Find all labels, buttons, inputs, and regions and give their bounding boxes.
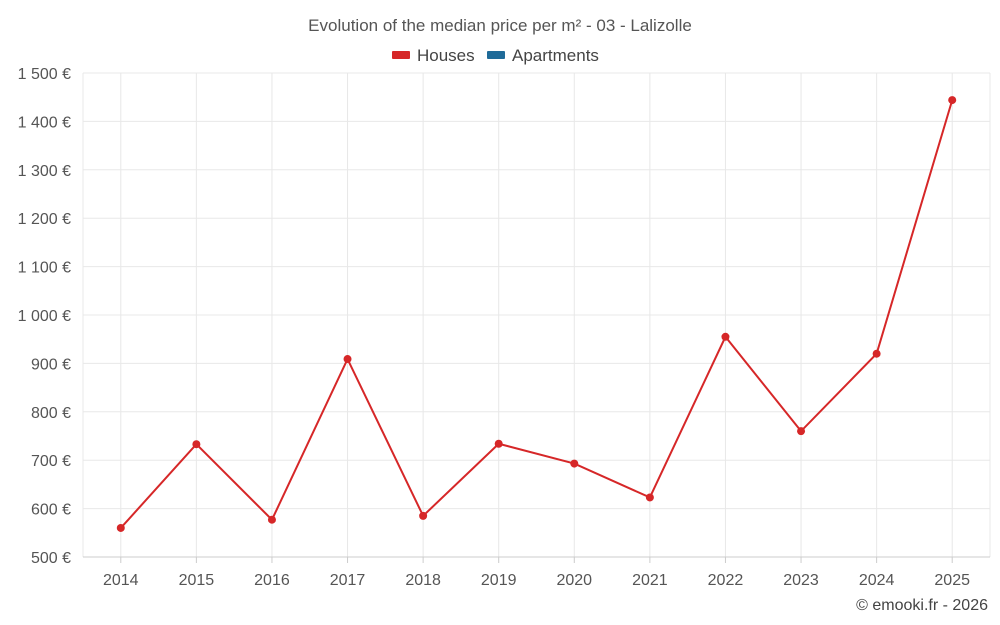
x-tick-label: 2023 (783, 572, 819, 589)
y-tick-label: 1 100 € (18, 260, 71, 277)
x-axis: 2014 2015 2016 2017 2018 2019 2020 2021 2022 2023… (83, 556, 990, 589)
x-tick-label: 2014 (103, 572, 139, 589)
y-tick-label: 500 € (31, 550, 71, 567)
legend: Houses Apartments (392, 46, 599, 65)
legend-label-houses: Houses (417, 46, 475, 65)
x-tick-label: 2022 (708, 572, 744, 589)
x-tick-label: 2016 (254, 572, 290, 589)
series-line-houses (120, 99, 954, 529)
legend-swatch-apartments (487, 51, 505, 59)
x-tick-label: 2024 (859, 572, 895, 589)
series (116, 96, 957, 532)
y-axis: 500 € 600 € 700 € 800 € 900 € 1 000 € 1 100 € 1… (18, 66, 71, 567)
data-point-houses[interactable] (721, 332, 730, 341)
chart-title: Evolution of the median price per m² - 0… (308, 16, 692, 35)
y-tick-label: 800 € (31, 405, 71, 422)
data-point-houses[interactable] (494, 439, 503, 448)
x-tick-label: 2020 (556, 572, 592, 589)
data-point-houses[interactable] (192, 440, 201, 449)
data-point-houses[interactable] (797, 427, 806, 436)
legend-swatch-houses (392, 51, 410, 59)
data-point-houses[interactable] (267, 515, 276, 524)
y-tick-label: 1 500 € (18, 66, 71, 83)
credit-text: © emooki.fr - 2026 (856, 597, 988, 614)
x-tick-label: 2015 (179, 572, 215, 589)
y-tick-label: 1 000 € (18, 308, 71, 325)
data-point-houses[interactable] (645, 493, 654, 502)
legend-item-houses[interactable]: Houses (392, 46, 475, 65)
legend-label-apartments: Apartments (512, 46, 599, 65)
data-point-houses[interactable] (116, 523, 125, 532)
data-point-houses[interactable] (343, 355, 352, 364)
x-tick-label: 2021 (632, 572, 668, 589)
y-tick-label: 900 € (31, 356, 71, 373)
y-tick-label: 700 € (31, 453, 71, 470)
grid (82, 72, 991, 558)
x-tick-label: 2018 (405, 572, 441, 589)
x-tick-label: 2019 (481, 572, 517, 589)
y-tick-label: 1 200 € (18, 211, 71, 228)
legend-item-apartments[interactable]: Apartments (487, 46, 599, 65)
data-point-houses[interactable] (872, 349, 881, 358)
data-point-houses[interactable] (948, 96, 957, 105)
y-tick-label: 1 400 € (18, 114, 71, 131)
data-point-houses[interactable] (419, 511, 428, 520)
y-tick-label: 1 300 € (18, 163, 71, 180)
x-tick-label: 2025 (934, 572, 970, 589)
x-tick-label: 2017 (330, 572, 366, 589)
y-tick-label: 600 € (31, 502, 71, 519)
data-point-houses[interactable] (570, 459, 579, 468)
